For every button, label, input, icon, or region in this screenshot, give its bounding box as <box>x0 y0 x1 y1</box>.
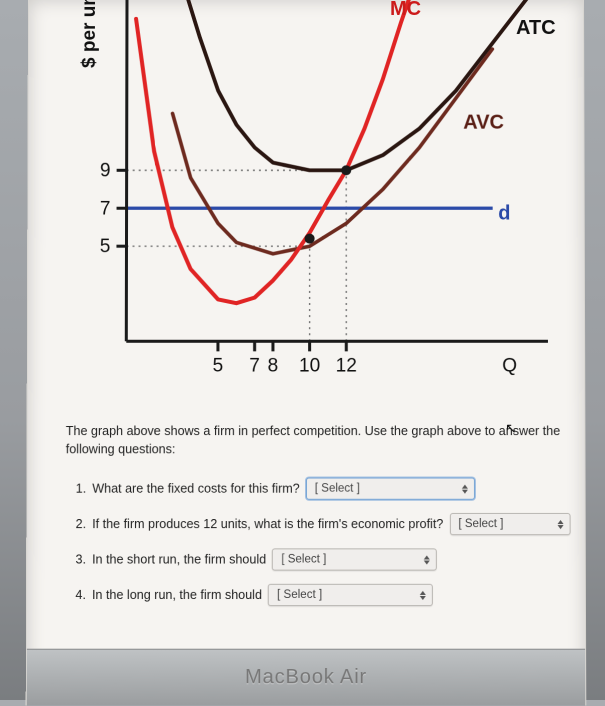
select-label: [ Select ] <box>277 589 322 601</box>
svg-text:5: 5 <box>213 355 224 376</box>
q-text: In the long run, the firm should <box>92 588 262 602</box>
svg-text:MC: MC <box>390 0 421 20</box>
laptop-bezel: MacBook Air <box>27 649 586 706</box>
svg-text:8: 8 <box>268 355 279 376</box>
q-num: 1. <box>76 482 87 496</box>
q2-select[interactable]: [ Select ] <box>449 513 570 535</box>
chevron-updown-icon <box>462 484 468 493</box>
question-1: 1. What are the fixed costs for this fir… <box>76 478 599 500</box>
svg-text:12: 12 <box>336 355 357 376</box>
svg-text:5: 5 <box>100 236 111 257</box>
q-text: In the short run, the firm should <box>92 552 266 566</box>
q-num: 3. <box>75 552 86 566</box>
question-2: 2. If the firm produces 12 units, what i… <box>76 513 599 535</box>
chevron-updown-icon <box>557 520 563 529</box>
svg-text:10: 10 <box>299 355 320 376</box>
select-label: [ Select ] <box>315 483 360 495</box>
chevron-updown-icon <box>420 590 426 599</box>
chart-svg: 5795781012QMCATCAVCd <box>56 0 558 397</box>
q-num: 2. <box>76 517 87 531</box>
svg-text:Q: Q <box>502 355 517 376</box>
question-4: 4. In the long run, the firm should [ Se… <box>75 584 599 606</box>
svg-text:7: 7 <box>100 198 111 219</box>
svg-text:ATC: ATC <box>516 17 556 39</box>
q4-select[interactable]: [ Select ] <box>268 584 433 606</box>
svg-text:9: 9 <box>100 160 111 181</box>
svg-text:7: 7 <box>249 355 260 376</box>
select-label: [ Select ] <box>281 553 326 565</box>
worksheet-page: $ per unit 5795781012QMCATCAVCd The grap… <box>26 0 587 706</box>
intro-text: The graph above shows a firm in perfect … <box>66 422 589 459</box>
chevron-updown-icon <box>424 555 430 564</box>
svg-text:d: d <box>498 203 510 225</box>
laptop-brand: MacBook Air <box>245 666 367 689</box>
svg-text:AVC: AVC <box>463 112 504 134</box>
question-3: 3. In the short run, the firm should [ S… <box>75 548 598 570</box>
economics-chart: $ per unit 5795781012QMCATCAVCd <box>56 0 558 397</box>
q-num: 4. <box>75 588 86 602</box>
q-text: What are the fixed costs for this firm? <box>92 482 300 496</box>
q-text: If the firm produces 12 units, what is t… <box>92 517 443 531</box>
select-label: [ Select ] <box>458 518 503 530</box>
q1-select[interactable]: [ Select ] <box>306 478 475 500</box>
q3-select[interactable]: [ Select ] <box>272 548 437 570</box>
